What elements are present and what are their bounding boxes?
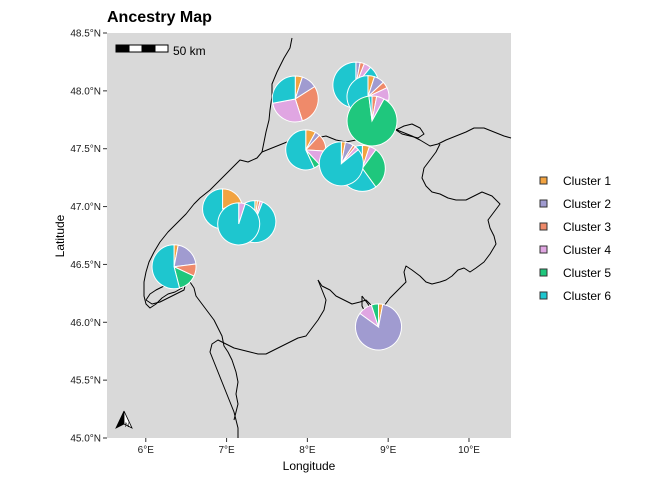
pie-chart [271, 75, 319, 123]
y-tick-label: 45.0°N [70, 434, 101, 445]
pie-chart [217, 202, 261, 246]
x-axis: 6°E 7°E 8°E 9°E 10°E [138, 438, 480, 456]
scale-bar: 50 km [115, 44, 206, 58]
pie-slice-cluster-6 [368, 95, 373, 122]
scale-bar-seg-4 [154, 44, 169, 53]
pie-slice-cluster-6 [151, 244, 181, 290]
pie-chart [151, 244, 197, 290]
pie-slice-cluster-5 [361, 149, 386, 188]
pie-chart [318, 141, 364, 187]
legend-label: Cluster 3 [563, 220, 611, 234]
x-tick-label: 9°E [380, 445, 397, 456]
y-axis-title: Latitude [53, 214, 67, 257]
southern-border [209, 279, 327, 438]
legend-label: Cluster 2 [563, 197, 611, 211]
pie-chart [346, 95, 398, 147]
north-arrow-label: N [125, 423, 129, 429]
pie-slice-cluster-6 [271, 75, 296, 104]
x-tick-label: 8°E [299, 445, 316, 456]
legend-key [539, 176, 548, 185]
scale-bar-outline [115, 44, 169, 53]
scale-bar-seg-1 [116, 45, 129, 52]
y-tick-label: 47.5°N [70, 144, 101, 155]
pie-chart [355, 303, 402, 351]
legend-label: Cluster 6 [563, 289, 611, 303]
lake-constance [395, 123, 425, 139]
y-tick-label: 48.0°N [70, 86, 101, 97]
scale-bar-seg-2 [128, 44, 143, 53]
legend-label: Cluster 4 [563, 243, 611, 257]
y-tick-label: 48.5°N [70, 29, 101, 40]
x-tick-label: 10°E [458, 445, 480, 456]
legend: Cluster 1 Cluster 2 Cluster 3 Cluster 4 Clus… [539, 174, 611, 303]
legend-key [539, 245, 548, 254]
pie-layer [151, 61, 402, 351]
pie-slice-cluster-6 [318, 141, 364, 187]
y-tick-label: 47.0°N [70, 202, 101, 213]
legend-label: Cluster 1 [563, 174, 611, 188]
legend-label: Cluster 5 [563, 266, 611, 280]
y-tick-label: 46.5°N [70, 260, 101, 271]
x-axis-title: Longitude [283, 459, 336, 473]
scale-bar-label: 50 km [173, 44, 206, 58]
pie-slice-cluster-6 [217, 202, 261, 246]
y-tick-label: 46.0°N [70, 318, 101, 329]
legend-key [539, 291, 548, 300]
pie-slice-cluster-4 [272, 98, 304, 123]
pie-chart [285, 129, 327, 171]
x-tick-label: 7°E [218, 445, 235, 456]
legend-key [539, 268, 548, 277]
x-tick-label: 6°E [138, 445, 155, 456]
y-axis: 45.0°N 45.5°N 46.0°N 46.5°N 47.0°N 47.5°N 48.0… [70, 29, 107, 445]
legend-key [539, 199, 548, 208]
pie-slice-cluster-3 [294, 85, 319, 122]
legend-key [539, 222, 548, 231]
north-arrow-icon: N [115, 410, 133, 429]
y-tick-label: 45.5°N [70, 376, 101, 387]
pie-slice-cluster-5 [370, 303, 379, 328]
chart-title: Ancestry Map [107, 9, 212, 26]
scale-bar-seg-3 [142, 45, 155, 52]
northern-border [143, 37, 293, 421]
pie-slice-cluster-6 [285, 129, 315, 171]
